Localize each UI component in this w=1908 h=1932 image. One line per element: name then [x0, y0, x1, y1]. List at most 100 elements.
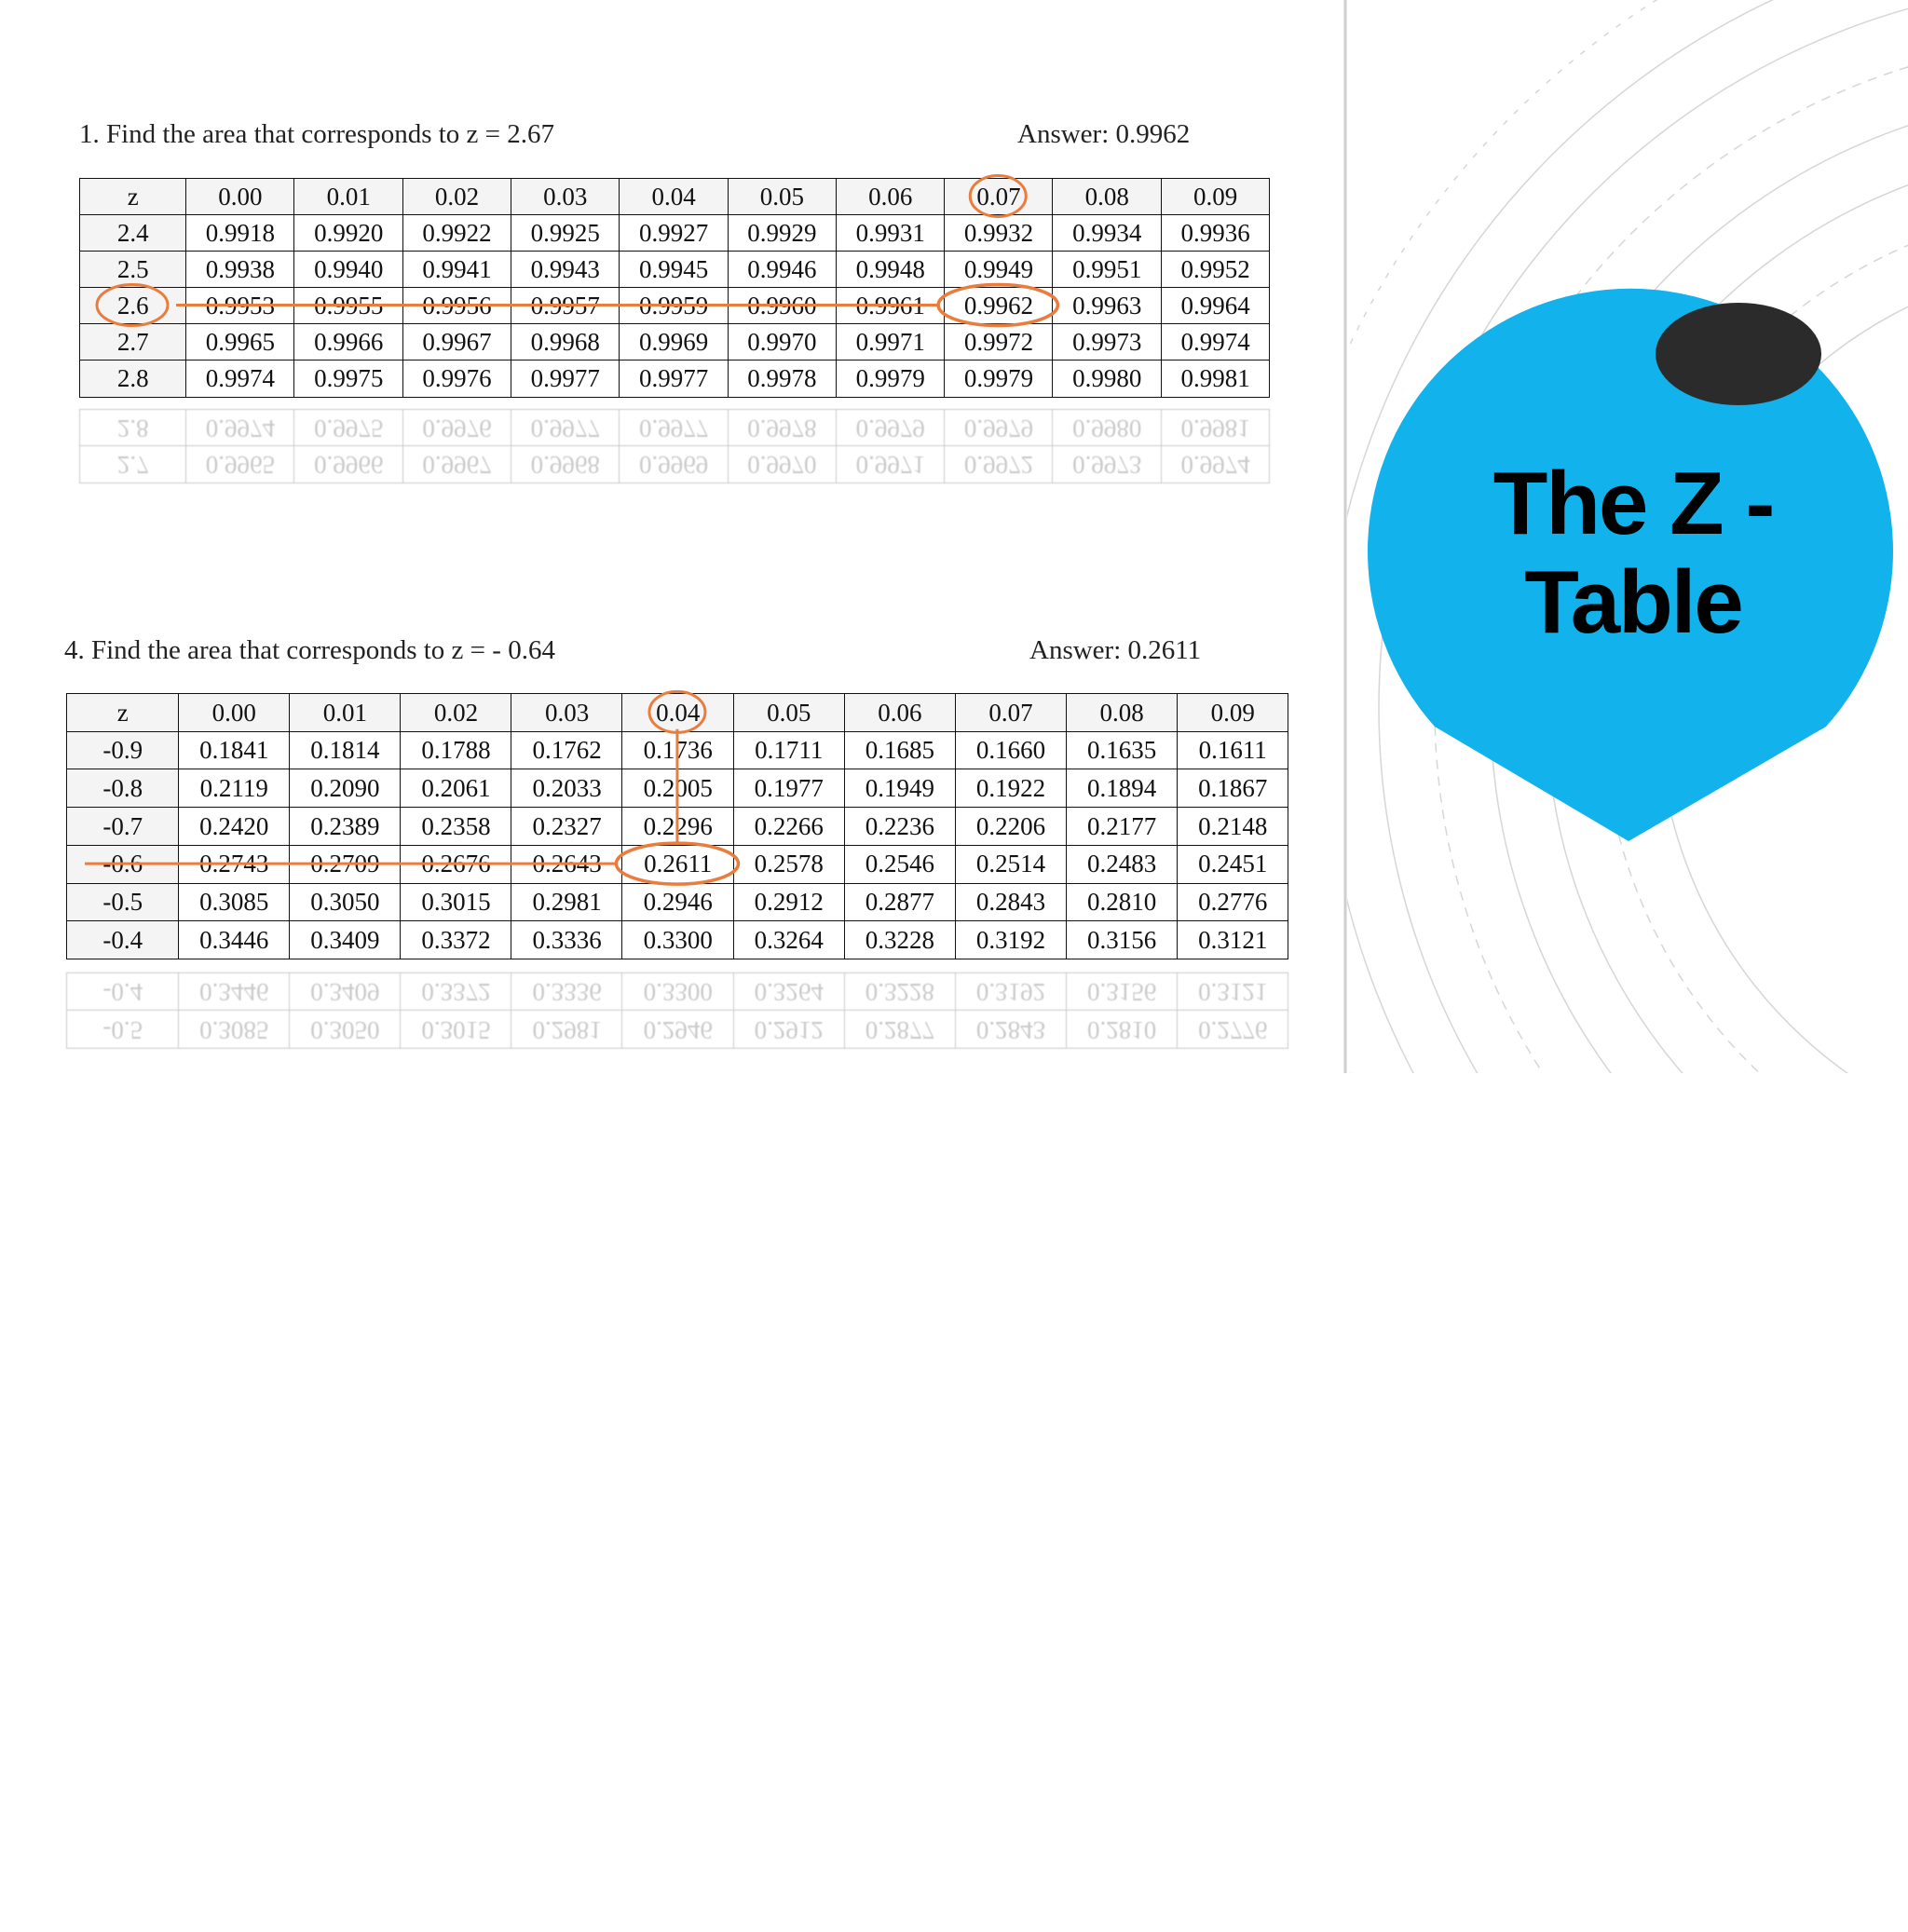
- table-cell: 0.3446: [178, 972, 291, 1012]
- table-cell: 0.3015: [400, 1010, 512, 1050]
- table-cell: 0.01: [293, 178, 404, 216]
- table-cell: 0.1922: [954, 769, 1068, 809]
- table-cell: 0.1841: [178, 730, 291, 770]
- table-cell: 0.9981: [1160, 409, 1271, 447]
- table-cell: 0.1736: [621, 730, 734, 770]
- slide-title: The Z - Table: [1492, 454, 1776, 652]
- table-cell: 0.9949: [944, 251, 1054, 289]
- table-cell: 0.2946: [621, 1010, 734, 1050]
- table-cell: 0.3372: [400, 972, 512, 1012]
- table-cell: 0.9980: [1052, 409, 1163, 447]
- table-cell: 0.9965: [185, 445, 295, 483]
- table-cell: 0.2483: [1065, 844, 1179, 884]
- table-cell: 0.2296: [621, 807, 734, 847]
- table-cell: 0.2877: [843, 882, 957, 922]
- table-cell: 0.00: [185, 178, 295, 216]
- table-cell: 0.1611: [1176, 730, 1289, 770]
- answer: Answer: 0.9962: [1017, 119, 1191, 149]
- question: 4. Find the area that corresponds to z =…: [64, 635, 555, 665]
- table-cell: 0.9927: [619, 214, 729, 252]
- table-cell: 0.3050: [289, 1010, 402, 1050]
- table-cell: 0.9978: [727, 409, 838, 447]
- table-cell: 0.3156: [1065, 920, 1179, 960]
- table-cell: 0.3336: [511, 972, 623, 1012]
- table-cell: 0.9977: [619, 360, 729, 398]
- table-cell: 0.2981: [511, 882, 623, 922]
- table-cell: 0.06: [843, 693, 957, 733]
- table-cell: 0.05: [732, 693, 846, 733]
- table-cell: 0.9968: [510, 323, 620, 361]
- table-cell: 0.1762: [511, 730, 623, 770]
- table-cell: 0.07: [954, 693, 1068, 733]
- table-cell: 0.9973: [1052, 445, 1163, 483]
- table-cell: 0.3446: [178, 920, 291, 960]
- table-cell: 0.3228: [843, 920, 957, 960]
- question: 1. Find the area that corresponds to z =…: [79, 119, 555, 149]
- table-cell: 2.8: [79, 409, 187, 447]
- table-cell: 0.3085: [178, 882, 291, 922]
- table-cell: 0.06: [835, 178, 946, 216]
- table-cell: 0.9943: [510, 251, 620, 289]
- table-cell: -0.5: [66, 882, 180, 922]
- table-cell: 0.05: [727, 178, 838, 216]
- table-cell: 0.09: [1176, 693, 1289, 733]
- table-cell: 0.9974: [1160, 323, 1271, 361]
- table-cell: 0.1711: [732, 730, 846, 770]
- table-cell: 0.9922: [402, 214, 512, 252]
- table-cell: 0.2843: [954, 882, 1068, 922]
- table-cell: 0.2514: [954, 844, 1068, 884]
- table-cell: 0.2843: [954, 1010, 1068, 1050]
- table-cell: 0.3300: [621, 920, 734, 960]
- table-cell: 0.9970: [727, 445, 838, 483]
- table-cell: 0.9936: [1160, 214, 1271, 252]
- table-cell: 0.2981: [511, 1010, 623, 1050]
- table-cell: 0.2912: [732, 1010, 846, 1050]
- table-cell: 0.9979: [835, 360, 946, 398]
- table-cell: 0.1949: [843, 769, 957, 809]
- table-cell: 0.1977: [732, 769, 846, 809]
- table-cell: z: [79, 178, 187, 216]
- table-cell: 0.3264: [732, 920, 846, 960]
- table-cell: 0.9980: [1052, 360, 1163, 398]
- table-cell: 0.2420: [178, 807, 291, 847]
- table-cell: 0.9951: [1052, 251, 1163, 289]
- table-cell: 0.9940: [293, 251, 404, 289]
- table-cell: z: [66, 693, 180, 733]
- table-cell: 0.9979: [835, 409, 946, 447]
- table-cell: 0.1788: [400, 730, 512, 770]
- table-cell: 0.1660: [954, 730, 1068, 770]
- table-cell: 0.2005: [621, 769, 734, 809]
- table-cell: 0.2877: [843, 1010, 957, 1050]
- table-cell: 0.2912: [732, 882, 846, 922]
- table-cell: 0.1867: [1176, 769, 1289, 809]
- table-cell: 0.00: [178, 693, 291, 733]
- table-cell: -0.4: [66, 972, 180, 1012]
- table-cell: 0.3409: [289, 920, 402, 960]
- table-cell: 0.2148: [1176, 807, 1289, 847]
- slide: 1. Find the area that corresponds to z =…: [0, 0, 1908, 1073]
- table-cell: 0.1814: [289, 730, 402, 770]
- table-cell: 0.02: [400, 693, 512, 733]
- table-cell: 0.2389: [289, 807, 402, 847]
- table-cell: 0.3085: [178, 1010, 291, 1050]
- table-cell: 0.9971: [835, 445, 946, 483]
- table-cell: 0.2327: [511, 807, 623, 847]
- table-cell: 0.1685: [843, 730, 957, 770]
- table-cell: 0.9963: [1052, 287, 1163, 325]
- table-cell: -0.8: [66, 769, 180, 809]
- table-cell: 0.9968: [510, 445, 620, 483]
- table-cell: 0.9973: [1052, 323, 1163, 361]
- table-cell: 0.2177: [1065, 807, 1179, 847]
- table-cell: 0.9981: [1160, 360, 1271, 398]
- table-reflection: 2.8 0.9974 0.9975 0.9976 0.9977 0.9977 0.9978 0…: [0, 0, 1908, 807]
- table-cell: 0.9970: [727, 323, 838, 361]
- table-cell: 0.2776: [1176, 1010, 1289, 1050]
- table-cell: 0.9941: [402, 251, 512, 289]
- table-cell: 0.3264: [732, 972, 846, 1012]
- table-cell: -0.9: [66, 730, 180, 770]
- table-cell: 0.9967: [402, 445, 512, 483]
- table-cell: 0.9938: [185, 251, 295, 289]
- table-cell: 0.01: [289, 693, 402, 733]
- table-cell: 0.08: [1065, 693, 1179, 733]
- table-cell: 0.9964: [1160, 287, 1271, 325]
